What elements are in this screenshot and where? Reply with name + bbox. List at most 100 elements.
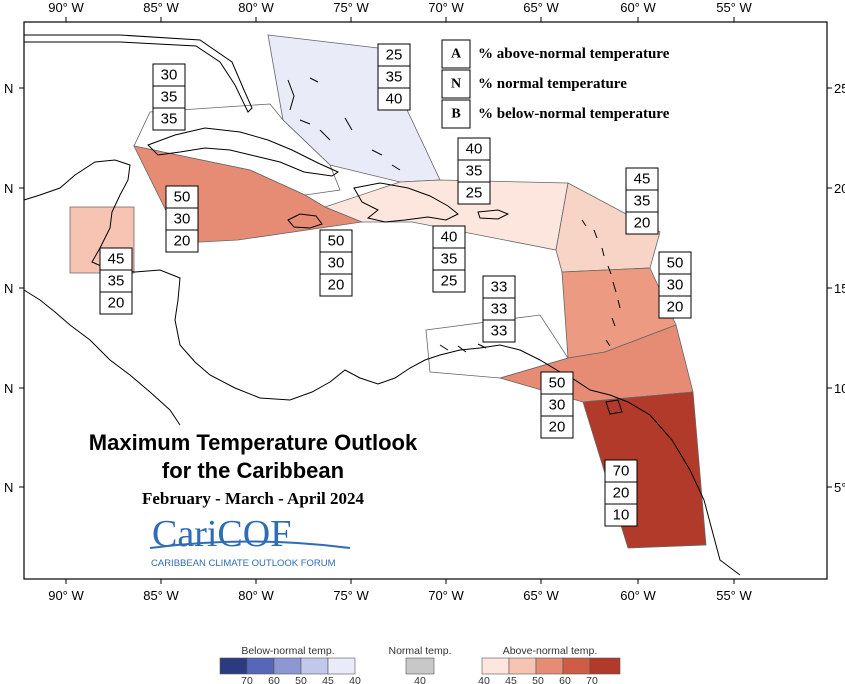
lon-label: 90° W	[48, 588, 84, 603]
region-abc-islands	[425, 314, 569, 379]
legend-letter-n: N	[451, 77, 461, 92]
lon-label: 65° W	[523, 588, 559, 603]
box-abc-islands: 33 33 33	[482, 275, 516, 343]
logo-tagline: CARIBBEAN CLIMATE OUTLOOK FORUM	[151, 558, 336, 569]
box-value-below: 20	[667, 299, 684, 316]
colorbar-swatch	[300, 657, 329, 675]
box-value-above: 70	[613, 463, 630, 480]
lat-label: 25°	[834, 81, 845, 96]
lon-label: 75° W	[333, 588, 369, 603]
colorbar-swatch	[219, 657, 248, 675]
coastlines	[23, 34, 741, 576]
colorbar-tick: 45	[505, 675, 517, 684]
lat-label: N	[4, 81, 13, 96]
colorbar-swatch	[327, 657, 356, 675]
probability-legend: A N B % above-normal temperature % norma…	[441, 39, 670, 129]
box-value-below: 33	[491, 323, 508, 340]
box-value-above: 45	[634, 171, 651, 188]
lat-label: 15°	[834, 281, 845, 296]
lon-labels-bottom: 90° W 85° W 80° W 75° W 70° W 65° W 60° …	[48, 588, 752, 603]
colorbar: Below-normal temp. Normal temp. Above-no…	[219, 645, 621, 684]
lat-label: N	[4, 480, 13, 495]
box-jamaica: 50 30 20	[319, 229, 353, 297]
box-value-below: 20	[549, 419, 566, 436]
box-value-normal: 30	[328, 255, 345, 272]
lat-label: N	[4, 281, 13, 296]
forecast-regions	[69, 34, 707, 549]
box-value-below: 20	[328, 277, 345, 294]
lon-label: 75° W	[333, 0, 369, 15]
box-guianas: 70 20 10	[604, 459, 638, 527]
colorbar-tick: 70	[586, 675, 598, 684]
colorbar-tick: 45	[322, 675, 334, 684]
lon-label: 70° W	[428, 0, 464, 15]
period-label: February - March - April 2024	[142, 489, 365, 508]
colorbar-swatch	[246, 657, 275, 675]
lat-labels-right: 25° 20° 15° 10° 5°	[834, 81, 845, 495]
colorbar-tick: 60	[559, 675, 571, 684]
colorbar-tick: 50	[295, 675, 307, 684]
box-value-below: 20	[634, 215, 651, 232]
legend-text-below: % below-normal temperature	[478, 106, 670, 122]
box-windward-islands: 50 30 20	[658, 251, 692, 319]
box-value-above: 30	[161, 67, 178, 84]
value-boxes: 25 35 40 30 35 35 50 30 20 50 30 20 40 3…	[99, 43, 692, 527]
box-value-normal: 20	[613, 485, 630, 502]
box-value-above: 50	[174, 189, 191, 206]
colorbar-swatch	[405, 657, 435, 675]
map-title: Maximum Temperature Outlook	[89, 430, 418, 455]
box-value-normal: 35	[634, 193, 651, 210]
box-value-above: 50	[328, 233, 345, 250]
box-value-normal: 33	[491, 301, 508, 318]
colorbar-tick: 70	[241, 675, 253, 684]
colorbar-tick: 40	[478, 675, 490, 684]
box-bahamas: 25 35 40	[377, 43, 411, 111]
lat-label: 5°	[834, 480, 845, 495]
box-value-normal: 30	[667, 277, 684, 294]
lon-label: 65° W	[523, 0, 559, 15]
box-value-below: 20	[174, 233, 191, 250]
box-value-normal: 30	[174, 211, 191, 228]
colorbar-swatch	[562, 657, 591, 675]
ticks	[19, 17, 832, 584]
box-value-above: 40	[466, 141, 483, 158]
legend-letter-b: B	[451, 107, 460, 122]
lon-label: 55° W	[716, 588, 752, 603]
colorbar-tick: 60	[268, 675, 280, 684]
colorbar-above-label: Above-normal temp.	[503, 645, 598, 657]
lon-label: 80° W	[238, 0, 274, 15]
lat-label: N	[4, 381, 13, 396]
lon-label: 90° W	[48, 0, 84, 15]
legend-letter-a: A	[451, 47, 462, 62]
box-value-below: 35	[161, 111, 178, 128]
lon-label: 60° W	[620, 588, 656, 603]
colorbar-swatch	[273, 657, 302, 675]
box-value-below: 25	[466, 185, 483, 202]
box-value-above: 33	[491, 279, 508, 296]
colorbar-swatch	[481, 657, 510, 675]
colorbar-tick: 50	[532, 675, 544, 684]
box-value-normal: 35	[441, 251, 458, 268]
legend-text-above: % above-normal temperature	[478, 46, 670, 62]
lat-labels-left: N N N N N	[4, 81, 13, 495]
box-hispaniola: 40 35 25	[457, 137, 491, 205]
box-value-normal: 35	[466, 163, 483, 180]
box-value-above: 45	[108, 251, 125, 268]
title-block: Maximum Temperature Outlook for the Cari…	[89, 430, 418, 508]
box-value-above: 50	[549, 375, 566, 392]
box-value-above: 40	[441, 229, 458, 246]
box-value-normal: 35	[386, 69, 403, 86]
box-value-above: 50	[667, 255, 684, 272]
lon-labels-top: 90° W 85° W 80° W 75° W 70° W 65° W 60° …	[48, 0, 752, 15]
box-trinidad: 50 30 20	[540, 371, 574, 439]
lat-label: 10°	[834, 381, 845, 396]
box-value-below: 20	[108, 295, 125, 312]
lat-label: 20°	[834, 181, 845, 196]
logo-wordmark: CariCOF	[152, 513, 291, 555]
lon-label: 80° W	[238, 588, 274, 603]
box-cuba-west: 30 35 35	[152, 63, 186, 131]
box-value-normal: 35	[108, 273, 125, 290]
colorbar-tick: 40	[349, 675, 361, 684]
caricof-logo: CariCOF CARIBBEAN CLIMATE OUTLOOK FORUM	[149, 513, 351, 569]
colorbar-swatch	[589, 657, 621, 675]
